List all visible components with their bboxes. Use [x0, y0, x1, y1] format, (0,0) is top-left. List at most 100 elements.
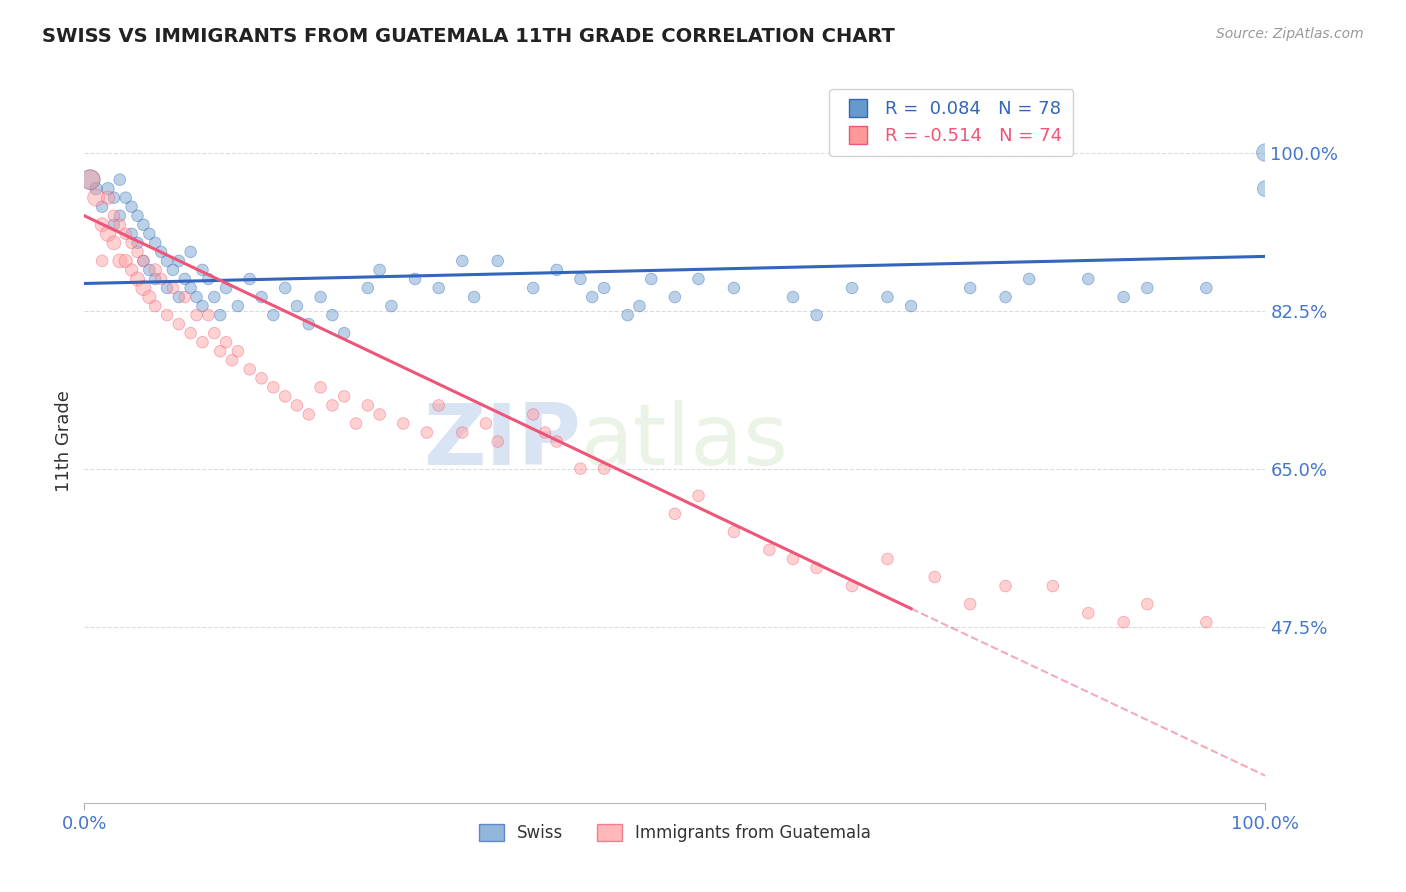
- Point: [285, 299, 308, 313]
- Point: [97, 191, 120, 205]
- Point: [186, 290, 208, 304]
- Point: [298, 408, 321, 422]
- Point: [167, 254, 190, 268]
- Point: [79, 172, 101, 186]
- Text: SWISS VS IMMIGRANTS FROM GUATEMALA 11TH GRADE CORRELATION CHART: SWISS VS IMMIGRANTS FROM GUATEMALA 11TH …: [42, 27, 896, 45]
- Point: [114, 254, 136, 268]
- Point: [226, 299, 249, 313]
- Point: [197, 272, 219, 286]
- Point: [1042, 579, 1064, 593]
- Point: [1195, 615, 1218, 630]
- Point: [103, 191, 125, 205]
- Point: [486, 254, 509, 268]
- Point: [262, 308, 284, 322]
- Point: [475, 417, 498, 431]
- Point: [173, 272, 195, 286]
- Point: [143, 263, 166, 277]
- Point: [546, 434, 568, 449]
- Point: [546, 263, 568, 277]
- Point: [167, 290, 190, 304]
- Point: [522, 281, 544, 295]
- Point: [79, 172, 101, 186]
- Legend: Swiss, Immigrants from Guatemala: Swiss, Immigrants from Guatemala: [472, 817, 877, 848]
- Point: [1018, 272, 1040, 286]
- Point: [239, 362, 262, 376]
- Point: [108, 209, 131, 223]
- Point: [132, 281, 155, 295]
- Point: [215, 335, 238, 350]
- Point: [427, 281, 450, 295]
- Point: [640, 272, 662, 286]
- Point: [782, 552, 804, 566]
- Point: [108, 254, 131, 268]
- Point: [97, 227, 120, 241]
- Point: [127, 209, 149, 223]
- Point: [581, 290, 603, 304]
- Point: [333, 389, 356, 403]
- Point: [191, 335, 214, 350]
- Point: [569, 461, 592, 475]
- Point: [994, 290, 1017, 304]
- Point: [924, 570, 946, 584]
- Point: [132, 218, 155, 232]
- Point: [114, 191, 136, 205]
- Point: [357, 398, 380, 412]
- Text: Source: ZipAtlas.com: Source: ZipAtlas.com: [1216, 27, 1364, 41]
- Point: [534, 425, 557, 440]
- Point: [143, 272, 166, 286]
- Point: [368, 263, 391, 277]
- Point: [344, 417, 367, 431]
- Point: [285, 398, 308, 412]
- Point: [162, 281, 184, 295]
- Point: [226, 344, 249, 359]
- Point: [900, 299, 922, 313]
- Point: [876, 552, 898, 566]
- Point: [1195, 281, 1218, 295]
- Point: [132, 254, 155, 268]
- Point: [1254, 145, 1277, 160]
- Point: [427, 398, 450, 412]
- Point: [380, 299, 402, 313]
- Point: [150, 244, 173, 259]
- Point: [309, 290, 332, 304]
- Point: [138, 227, 160, 241]
- Point: [959, 597, 981, 611]
- Point: [1077, 606, 1099, 620]
- Point: [404, 272, 426, 286]
- Point: [121, 227, 143, 241]
- Point: [91, 200, 114, 214]
- Point: [841, 281, 863, 295]
- Point: [486, 434, 509, 449]
- Point: [150, 272, 173, 286]
- Point: [321, 308, 343, 322]
- Point: [156, 281, 179, 295]
- Point: [593, 461, 616, 475]
- Point: [173, 290, 195, 304]
- Point: [84, 182, 107, 196]
- Point: [806, 561, 828, 575]
- Point: [103, 209, 125, 223]
- Point: [758, 542, 780, 557]
- Point: [143, 235, 166, 250]
- Point: [221, 353, 243, 368]
- Point: [262, 380, 284, 394]
- Point: [180, 326, 202, 341]
- Point: [723, 281, 745, 295]
- Point: [167, 317, 190, 331]
- Point: [321, 398, 343, 412]
- Point: [1112, 290, 1135, 304]
- Point: [132, 254, 155, 268]
- Point: [180, 281, 202, 295]
- Point: [91, 218, 114, 232]
- Point: [368, 408, 391, 422]
- Point: [191, 299, 214, 313]
- Point: [209, 344, 232, 359]
- Point: [250, 290, 273, 304]
- Point: [994, 579, 1017, 593]
- Point: [127, 244, 149, 259]
- Point: [138, 263, 160, 277]
- Point: [392, 417, 415, 431]
- Point: [593, 281, 616, 295]
- Point: [451, 425, 474, 440]
- Point: [121, 263, 143, 277]
